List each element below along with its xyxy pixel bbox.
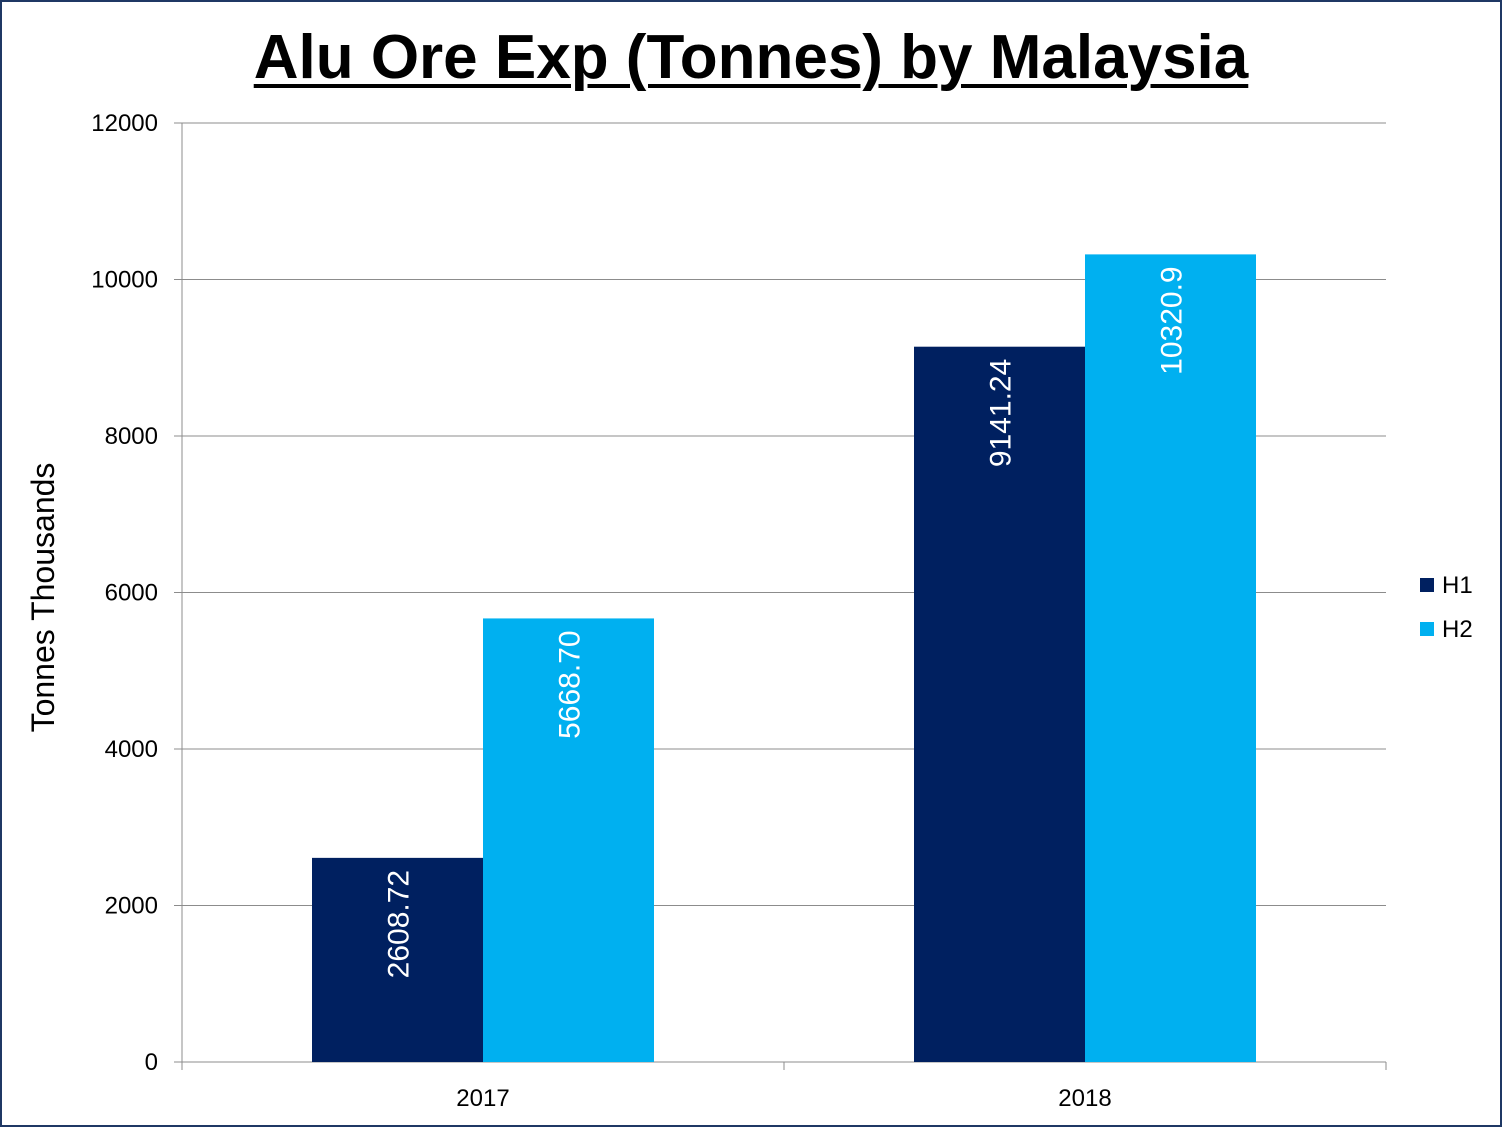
bar-h2-2018 [1085,254,1256,1062]
bar-h1-2018 [914,346,1085,1062]
data-label: 9141.24 [985,359,1018,467]
y-tick-label: 10000 [91,267,158,294]
y-tick-label: 8000 [105,423,158,450]
data-label: 2608.72 [383,870,416,978]
y-tick-label: 12000 [91,110,158,137]
data-label: 10320.9 [1156,266,1189,374]
bar-h2-2017 [483,618,654,1062]
y-tick-label: 2000 [105,893,158,920]
legend-label-h1: H1 [1442,572,1473,599]
chart-title: Alu Ore Exp (Tonnes) by Malaysia [253,23,1249,92]
y-axis-title: Tonnes Thousands [25,463,61,733]
y-tick-label: 6000 [105,580,158,607]
bar-h1-2017 [312,857,483,1062]
y-tick-label: 4000 [105,736,158,763]
y-tick-label: 0 [145,1049,158,1076]
legend-label-h2: H2 [1442,616,1473,643]
x-tick-label: 2018 [1058,1085,1111,1112]
legend-swatch-h1 [1420,578,1434,592]
legend-swatch-h2 [1420,622,1434,636]
data-label: 5668.70 [554,630,587,738]
x-tick-label: 2017 [456,1085,509,1112]
